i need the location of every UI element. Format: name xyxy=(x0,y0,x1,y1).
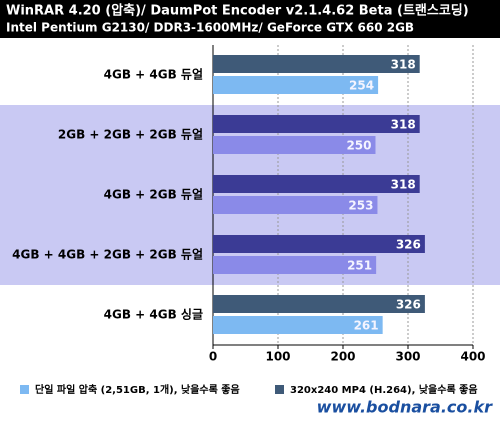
value-label: 318 xyxy=(391,58,416,72)
watermark: www.bodnara.co.kr xyxy=(317,398,493,417)
bar xyxy=(213,256,377,274)
value-label: 251 xyxy=(347,259,372,273)
y-tick-label: 4GB + 4GB 싱글 xyxy=(104,307,203,322)
value-label: 326 xyxy=(396,238,421,252)
bar xyxy=(213,196,378,214)
bar xyxy=(213,175,420,193)
legend-label: 320x240 MP4 (H.264), 낮을수록 좋음 xyxy=(290,383,478,396)
y-tick-label: 4GB + 4GB + 2GB + 2GB 듀얼 xyxy=(12,248,203,262)
bar xyxy=(213,115,420,133)
x-tick-label: 400 xyxy=(460,350,485,364)
x-tick-label: 200 xyxy=(330,350,355,364)
bar xyxy=(213,295,425,313)
bar xyxy=(213,136,376,154)
value-label: 326 xyxy=(396,298,421,312)
bar xyxy=(213,235,425,253)
y-tick-label: 4GB + 4GB 듀얼 xyxy=(104,68,203,82)
value-label: 250 xyxy=(346,139,371,153)
value-label: 318 xyxy=(391,178,416,192)
y-tick-label: 2GB + 2GB + 2GB 듀얼 xyxy=(58,128,203,142)
value-label: 253 xyxy=(348,199,373,213)
x-tick-label: 100 xyxy=(265,350,290,364)
chart-title: WinRAR 4.20 (압축)/ DaumPot Encoder v2.1.4… xyxy=(6,3,469,19)
value-label: 254 xyxy=(349,79,374,93)
legend-label: 단일 파일 압축 (2,51GB, 1개), 낮을수록 좋음 xyxy=(35,383,240,396)
legend-swatch xyxy=(20,385,29,394)
value-label: 261 xyxy=(354,319,379,333)
bar xyxy=(213,55,420,73)
highlight-band xyxy=(0,165,500,225)
bar xyxy=(213,316,383,334)
value-label: 318 xyxy=(391,118,416,132)
x-tick-label: 0 xyxy=(209,350,217,364)
legend-swatch xyxy=(275,385,284,394)
x-tick-label: 300 xyxy=(395,350,420,364)
bar xyxy=(213,76,379,94)
chart-subtitle: Intel Pentium G2130/ DDR3-1600MHz/ GeFor… xyxy=(6,21,414,35)
title-bar xyxy=(0,0,500,38)
y-tick-label: 4GB + 2GB 듀얼 xyxy=(104,188,203,202)
